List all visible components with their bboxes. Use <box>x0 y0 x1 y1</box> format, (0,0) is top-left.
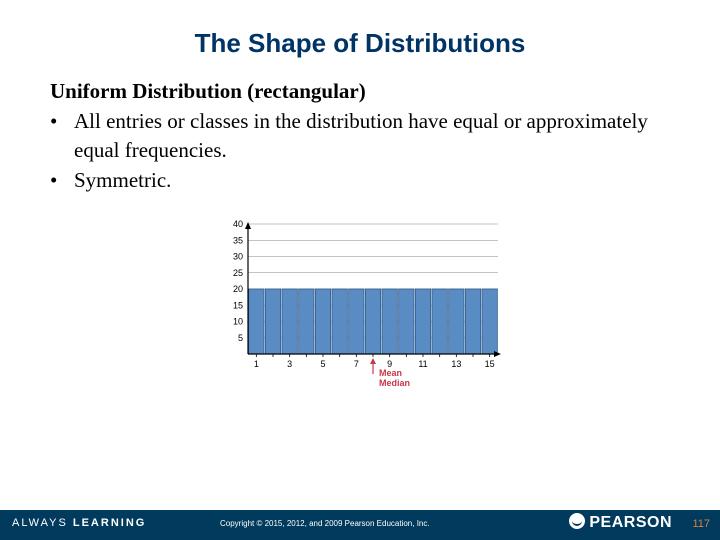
bullet-text: All entries or classes in the distributi… <box>74 107 670 164</box>
svg-text:40: 40 <box>233 219 243 229</box>
bullet-marker: • <box>50 107 74 164</box>
footer-bar: ALWAYS LEARNING Copyright © 2015, 2012, … <box>0 510 720 540</box>
brand-bold: LEARNING <box>73 517 146 529</box>
svg-text:10: 10 <box>233 317 243 327</box>
svg-text:30: 30 <box>233 252 243 262</box>
bullet-text: Symmetric. <box>74 166 171 194</box>
brand-light: ALWAYS <box>12 517 73 529</box>
svg-text:20: 20 <box>233 284 243 294</box>
subtitle: Uniform Distribution (rectangular) <box>50 77 670 105</box>
footer-brand: ALWAYS LEARNING <box>12 517 146 529</box>
svg-text:25: 25 <box>233 268 243 278</box>
slide-title: The Shape of Distributions <box>0 0 720 77</box>
svg-text:7: 7 <box>354 359 359 369</box>
bullet-marker: • <box>50 166 74 194</box>
footer-copyright: Copyright © 2015, 2012, and 2009 Pearson… <box>220 519 430 528</box>
svg-text:11: 11 <box>418 359 427 369</box>
bullet-item: • All entries or classes in the distribu… <box>50 107 670 164</box>
svg-text:3: 3 <box>287 359 292 369</box>
svg-text:15: 15 <box>485 359 495 369</box>
pearson-logo-text: PEARSON <box>589 514 672 531</box>
chart-container: 51015202530354013579111315MeanMedian <box>50 212 670 402</box>
svg-text:35: 35 <box>233 236 243 246</box>
pearson-logo: PEARSON <box>569 513 672 532</box>
svg-text:Mean: Mean <box>379 368 402 378</box>
svg-text:5: 5 <box>320 359 325 369</box>
uniform-bar-chart: 51015202530354013579111315MeanMedian <box>210 216 510 391</box>
svg-text:Median: Median <box>379 378 410 388</box>
bullet-item: • Symmetric. <box>50 166 670 194</box>
svg-text:13: 13 <box>451 359 461 369</box>
pearson-logo-icon <box>569 513 585 529</box>
svg-text:15: 15 <box>233 301 243 311</box>
body-content: Uniform Distribution (rectangular) • All… <box>0 77 720 403</box>
svg-text:5: 5 <box>238 333 243 343</box>
svg-text:1: 1 <box>254 359 259 369</box>
page-number: 117 <box>692 518 710 530</box>
